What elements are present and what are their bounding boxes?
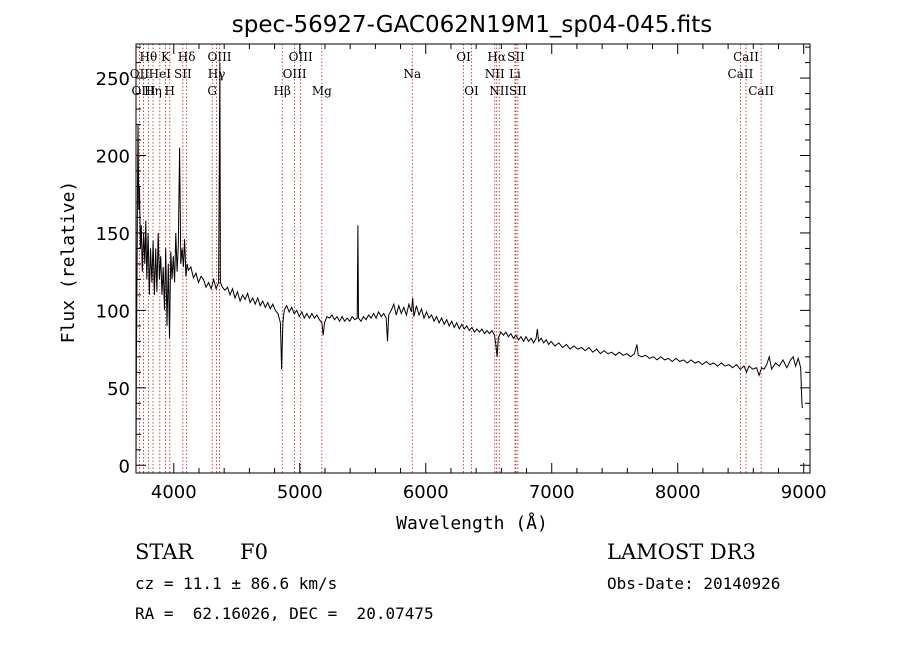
line-marker-label-26: SII [509, 84, 527, 98]
line-marker-label-22: Hβ [274, 84, 291, 98]
x-tick-label-2: 6000 [403, 482, 449, 503]
observation-date: Obs-Date: 20140926 [607, 574, 781, 593]
line-marker-label-0: Hθ [139, 50, 157, 64]
coordinates-readout: RA = 62.16026, DEC = 20.07475 [135, 604, 434, 623]
line-marker-label-1: K [161, 50, 171, 64]
line-marker-label-24: OI [464, 84, 479, 98]
line-marker-label-5: OI [456, 50, 471, 64]
y-axis-ticks: 0 50 100 150 200 250 [96, 46, 810, 477]
line-marker-label-11: SII [174, 67, 192, 81]
survey-release: LAMOST DR3 [607, 540, 756, 564]
line-marker-label-25: NII [489, 84, 509, 98]
line-marker-label-20: H [165, 84, 175, 98]
object-subclass: F0 [240, 540, 268, 564]
line-marker-label-3: OIII [207, 50, 231, 64]
line-marker-label-8: CaII [733, 50, 759, 64]
redshift-readout: cz = 11.1 ± 86.6 km/s [135, 574, 338, 593]
x-tick-label-4: 8000 [655, 482, 701, 503]
x-axis-ticks: 4000 5000 6000 7000 8000 9000 [151, 44, 827, 503]
object-class: STAR [135, 540, 194, 564]
line-marker-label-10: HeI [149, 67, 172, 81]
x-tick-label-5: 9000 [781, 482, 827, 503]
line-marker-label-18: OIII [132, 84, 156, 98]
chart-title: spec-56927-GAC062N19M1_sp04-045.fits [232, 12, 712, 38]
line-marker-label-23: Mg [312, 84, 332, 98]
y-tick-label-5: 250 [96, 69, 130, 90]
line-marker-label-2: Hδ [178, 50, 196, 64]
y-tick-label-3: 150 [96, 224, 130, 245]
line-marker-label-4: OIII [289, 50, 313, 64]
spectrum-chart: spec-56927-GAC062N19M1_sp04-045.fits Hθ K… [58, 12, 827, 534]
y-tick-label-1: 50 [107, 379, 130, 400]
line-marker-label-14: Na [403, 67, 421, 81]
line-marker-label-19: Hη [144, 84, 162, 98]
line-marker-label-16: Li [509, 67, 521, 81]
y-axis-label: Flux (relative) [58, 181, 79, 344]
line-marker-label-21: G [207, 84, 217, 98]
spectrum-line [135, 62, 803, 466]
y-tick-label-0: 0 [119, 456, 130, 477]
x-tick-label-0: 4000 [151, 482, 197, 503]
spectrum-series [135, 62, 803, 466]
y-tick-label-4: 200 [96, 147, 130, 168]
line-marker-label-9: OII [130, 67, 150, 81]
x-tick-label-1: 5000 [277, 482, 323, 503]
x-tick-label-3: 7000 [529, 482, 575, 503]
line-marker-label-15: NII [485, 67, 505, 81]
x-axis-label: Wavelength (Å) [396, 512, 548, 534]
line-marker-label-13: OIII [283, 67, 307, 81]
line-marker-label-6: Hα [487, 50, 506, 64]
line-marker-label-27: CaII [748, 84, 774, 98]
line-marker-label-7: SII [507, 50, 525, 64]
line-marker-label-12: Hγ [208, 67, 226, 81]
plot-frame [135, 43, 811, 474]
line-marker-label-17: CaII [728, 67, 754, 81]
y-tick-label-2: 100 [96, 301, 130, 322]
